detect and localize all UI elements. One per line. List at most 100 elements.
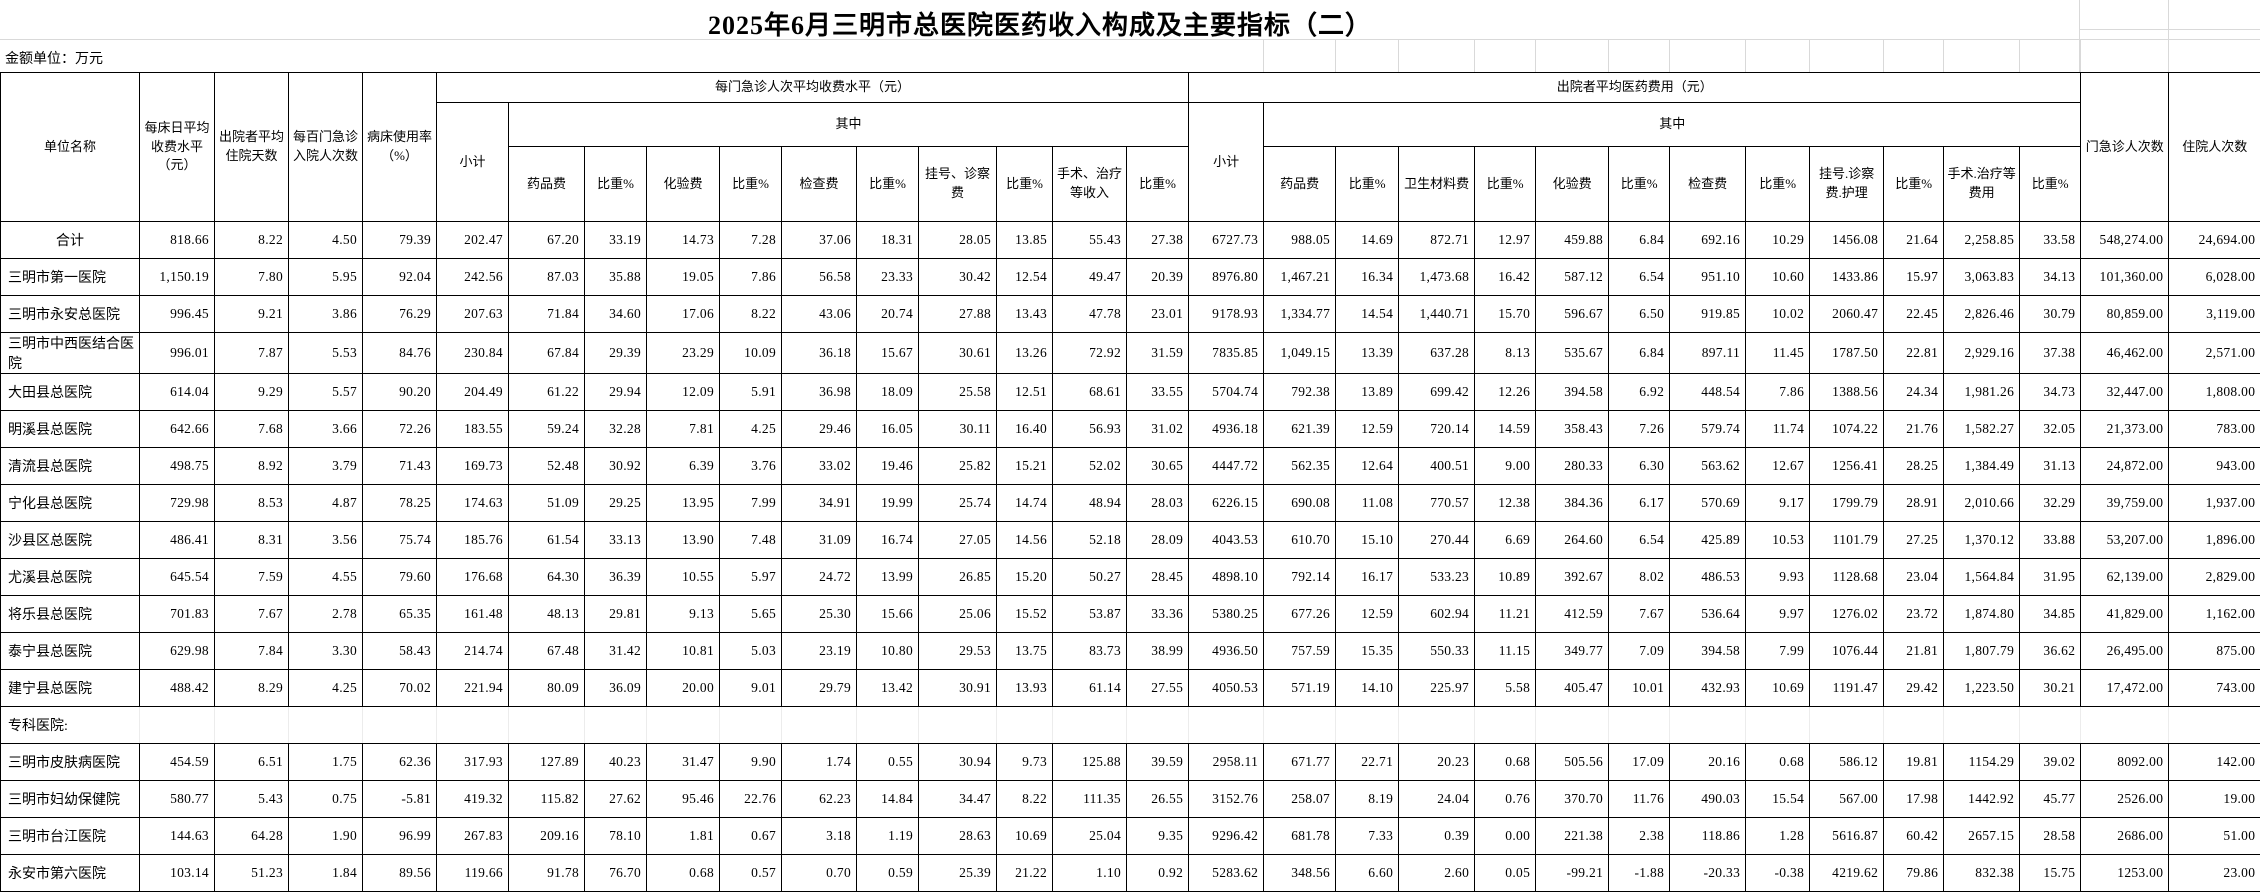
value-cell: 729.98 — [140, 485, 215, 522]
value-cell: 1,467.21 — [1264, 259, 1336, 296]
value-cell: 34.47 — [919, 781, 997, 818]
value-cell: 5.43 — [215, 781, 289, 818]
value-cell: 2958.11 — [1189, 744, 1264, 781]
value-cell: 317.93 — [437, 744, 509, 781]
value-cell: 59.24 — [509, 411, 585, 448]
value-cell: 4447.72 — [1189, 448, 1264, 485]
value-cell: 20.74 — [857, 296, 919, 333]
value-cell: 10.29 — [1746, 222, 1810, 259]
value-cell: 32.28 — [585, 411, 647, 448]
subcol-header: 手术.治疗等费用 — [1944, 147, 2020, 222]
value-cell: 87.03 — [509, 259, 585, 296]
value-cell: 25.39 — [919, 855, 997, 892]
value-cell: 536.64 — [1670, 596, 1746, 633]
value-cell: 0.68 — [1475, 744, 1536, 781]
unit-name-cell: 建宁县总医院 — [1, 670, 140, 707]
value-cell: 9.97 — [1746, 596, 1810, 633]
header-row-groups: 单位名称 每床日平均收费水平（元） 出院者平均住院天数 每百门急诊入院人次数 病… — [1, 73, 2260, 103]
value-cell: 62.23 — [782, 781, 857, 818]
value-cell: 70.02 — [363, 670, 437, 707]
value-cell: 988.05 — [1264, 222, 1336, 259]
value-cell: 4050.53 — [1189, 670, 1264, 707]
value-cell: 5380.25 — [1189, 596, 1264, 633]
value-cell: 185.76 — [437, 522, 509, 559]
value-cell: 23.33 — [857, 259, 919, 296]
value-cell: 5283.62 — [1189, 855, 1264, 892]
value-cell: 5616.87 — [1810, 818, 1884, 855]
value-cell: 459.88 — [1536, 222, 1609, 259]
value-cell: 119.66 — [437, 855, 509, 892]
subcol-header: 比重% — [585, 147, 647, 222]
value-cell: 1,808.00 — [2169, 374, 2260, 411]
value-cell: 448.54 — [1670, 374, 1746, 411]
value-cell: 28.45 — [1127, 559, 1189, 596]
value-cell: 4.87 — [289, 485, 363, 522]
value-cell: 486.53 — [1670, 559, 1746, 596]
value-cell: 792.38 — [1264, 374, 1336, 411]
value-cell: 1128.68 — [1810, 559, 1884, 596]
value-cell: 405.47 — [1536, 670, 1609, 707]
value-cell: 1,150.19 — [140, 259, 215, 296]
value-cell — [647, 707, 720, 744]
value-cell: 30.92 — [585, 448, 647, 485]
value-cell: 22.81 — [1884, 333, 1944, 374]
value-cell: 9.13 — [647, 596, 720, 633]
value-cell: 34.60 — [585, 296, 647, 333]
value-cell: 11.21 — [1475, 596, 1536, 633]
value-cell: 9.90 — [720, 744, 782, 781]
value-cell — [919, 707, 997, 744]
value-cell: 10.80 — [857, 633, 919, 670]
value-cell: 34.85 — [2020, 596, 2081, 633]
value-cell: 26,495.00 — [2081, 633, 2169, 670]
value-cell: 12.64 — [1336, 448, 1399, 485]
value-cell: 614.04 — [140, 374, 215, 411]
unit-name-cell: 清流县总医院 — [1, 448, 140, 485]
value-cell: 4936.50 — [1189, 633, 1264, 670]
value-cell: 10.60 — [1746, 259, 1810, 296]
value-cell: 27.38 — [1127, 222, 1189, 259]
value-cell: -5.81 — [363, 781, 437, 818]
value-cell: 637.28 — [1399, 333, 1475, 374]
value-cell: 645.54 — [140, 559, 215, 596]
value-cell: -1.88 — [1609, 855, 1670, 892]
value-cell: 28.63 — [919, 818, 997, 855]
value-cell: 432.93 — [1670, 670, 1746, 707]
group2-subtotal-header: 小计 — [1189, 103, 1264, 222]
value-cell: 587.12 — [1536, 259, 1609, 296]
value-cell: 115.82 — [509, 781, 585, 818]
value-cell: 16.42 — [1475, 259, 1536, 296]
value-cell — [140, 707, 215, 744]
value-cell: 2526.00 — [2081, 781, 2169, 818]
value-cell: 6.69 — [1475, 522, 1536, 559]
value-cell: 26.85 — [919, 559, 997, 596]
value-cell: 2657.15 — [1944, 818, 2020, 855]
value-cell: 951.10 — [1670, 259, 1746, 296]
value-cell: 12.97 — [1475, 222, 1536, 259]
value-cell: 28.05 — [919, 222, 997, 259]
value-cell: 230.84 — [437, 333, 509, 374]
value-cell: 56.93 — [1053, 411, 1127, 448]
value-cell — [1746, 707, 1810, 744]
value-cell: 1,874.80 — [1944, 596, 2020, 633]
value-cell: 52.02 — [1053, 448, 1127, 485]
value-cell: 6.84 — [1609, 222, 1670, 259]
value-cell: 1101.79 — [1810, 522, 1884, 559]
value-cell: 89.56 — [363, 855, 437, 892]
value-cell: 26.55 — [1127, 781, 1189, 818]
value-cell: 17,472.00 — [2081, 670, 2169, 707]
value-cell: 270.44 — [1399, 522, 1475, 559]
value-cell: 19.46 — [857, 448, 919, 485]
value-cell: 71.84 — [509, 296, 585, 333]
unit-name-cell: 三明市中西医结合医院 — [1, 333, 140, 374]
value-cell: 6.54 — [1609, 259, 1670, 296]
value-cell: 90.20 — [363, 374, 437, 411]
subcol-header: 药品费 — [509, 147, 585, 222]
value-cell: 22.71 — [1336, 744, 1399, 781]
value-cell: 264.60 — [1536, 522, 1609, 559]
unit-name-cell: 永安市第六医院 — [1, 855, 140, 892]
value-cell: 23.19 — [782, 633, 857, 670]
value-cell: 24,872.00 — [2081, 448, 2169, 485]
